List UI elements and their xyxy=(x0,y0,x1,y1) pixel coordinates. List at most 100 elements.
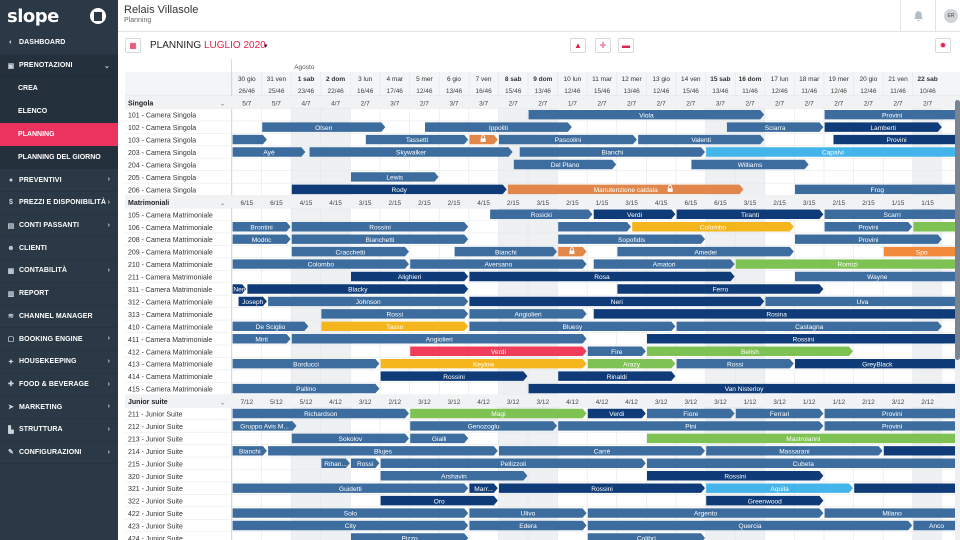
reservation-guest[interactable]: Quercia xyxy=(738,523,761,530)
reservation-bar[interactable] xyxy=(499,134,637,145)
reservation-bar[interactable] xyxy=(291,334,587,344)
reservation-bar[interactable] xyxy=(410,346,587,356)
reservation-guest[interactable]: Verdi xyxy=(609,411,625,418)
reservation-bar[interactable] xyxy=(617,246,794,257)
sidebar-subitem-elenco[interactable]: ELENCO xyxy=(0,100,118,124)
reservation-guest[interactable]: Neri xyxy=(233,287,246,294)
reservation-bar[interactable] xyxy=(528,383,960,394)
reservation-bar[interactable] xyxy=(469,508,587,518)
reservation-bar[interactable] xyxy=(232,358,380,369)
reservation-bar[interactable] xyxy=(587,508,824,518)
reservation-guest[interactable]: Ferro xyxy=(713,287,729,294)
reservation-guest[interactable]: Olsen xyxy=(315,125,333,132)
reservation-bar[interactable] xyxy=(499,446,705,456)
sidebar-item-food-beverage[interactable]: ✚ FOOD & BEVERAGE › xyxy=(0,374,118,397)
reservation-guest[interactable]: Colombo xyxy=(308,262,335,269)
reservation-bar[interactable] xyxy=(883,246,960,257)
reservation-guest[interactable]: Angiolieri xyxy=(514,312,542,319)
reservation-bar[interactable] xyxy=(735,259,960,269)
reservation-guest[interactable]: Argento xyxy=(694,511,717,518)
sidebar-subitem-planning[interactable]: PLANNING xyxy=(0,123,118,147)
reservation-guest[interactable]: Angiolieri xyxy=(426,336,454,343)
reservation-bar[interactable] xyxy=(587,408,646,419)
reservation-bar[interactable] xyxy=(351,533,469,540)
reservation-guest[interactable]: Pallino xyxy=(296,386,316,393)
reservation-bar[interactable] xyxy=(913,222,960,232)
reservation-guest[interactable]: Pini xyxy=(685,424,697,431)
reservation-guest[interactable]: Bianchi xyxy=(495,249,517,256)
reservation-bar[interactable] xyxy=(490,209,593,220)
calendar-picker-button[interactable]: ▦ xyxy=(125,38,141,53)
reservation-guest[interactable]: Keylow xyxy=(473,361,494,368)
reservation-bar[interactable] xyxy=(232,483,469,493)
reservation-bar[interactable] xyxy=(587,346,646,356)
reservation-guest[interactable]: Van Nisterloy xyxy=(725,386,764,393)
reservation-bar[interactable] xyxy=(291,184,507,195)
reservation-guest[interactable]: Rossini xyxy=(724,473,746,480)
reservation-guest[interactable]: Verdi xyxy=(627,212,643,219)
reservation-bar[interactable] xyxy=(232,520,469,531)
reservation-bar[interactable] xyxy=(454,246,557,257)
reservation-guest[interactable]: Rossini xyxy=(591,486,613,493)
reservation-bar[interactable] xyxy=(676,358,794,369)
reservation-guest[interactable]: Alighieri xyxy=(398,274,422,281)
reservation-bar[interactable] xyxy=(513,159,617,170)
reservation-bar[interactable] xyxy=(587,520,913,531)
reservation-guest[interactable]: Manutenzione caldaia xyxy=(594,187,658,194)
reservation-bar[interactable] xyxy=(469,520,587,531)
reservation-bar[interactable] xyxy=(232,408,409,419)
reservation-guest[interactable]: Colibrì xyxy=(637,536,656,540)
reservation-guest[interactable]: Modric xyxy=(252,237,272,244)
reservation-guest[interactable]: Blacky xyxy=(348,287,368,294)
reservation-bar[interactable] xyxy=(824,222,913,232)
reservation-bar[interactable] xyxy=(647,433,960,444)
reservation-bar[interactable] xyxy=(232,259,409,269)
reservation-guest[interactable]: Bianchi xyxy=(239,448,261,455)
reservation-bar[interactable] xyxy=(647,334,960,344)
reservation-bar[interactable] xyxy=(232,446,267,456)
reservation-bar[interactable] xyxy=(632,222,794,232)
reservation-guest[interactable]: Magi xyxy=(491,411,506,418)
reservation-guest[interactable]: Spo xyxy=(916,249,928,256)
reservation-bar[interactable] xyxy=(706,483,853,493)
reservation-bar[interactable] xyxy=(232,222,291,232)
reservation-guest[interactable]: Rossini xyxy=(792,336,814,343)
reservation-guest[interactable]: Johnson xyxy=(356,299,381,306)
sidebar-item-dashboard[interactable]: ◐ DASHBOARD xyxy=(0,32,118,55)
reservation-bar[interactable] xyxy=(706,446,883,456)
reservation-guest[interactable]: Lewis xyxy=(386,175,404,182)
reservation-guest[interactable]: Aquila xyxy=(770,486,789,493)
sidebar-item-contabilit-[interactable]: ▦ CONTABILITÀ › xyxy=(0,260,118,283)
reservation-bar[interactable] xyxy=(824,109,960,120)
reservation-bar[interactable] xyxy=(706,147,960,157)
reservation-guest[interactable]: GreyBlack xyxy=(862,361,893,368)
reservation-bar[interactable] xyxy=(617,284,824,294)
reservation-bar[interactable] xyxy=(676,209,824,220)
reservation-bar[interactable] xyxy=(309,147,513,157)
reservation-guest[interactable]: Arshavin xyxy=(441,473,467,480)
sidebar-item-prenotazioni[interactable]: ▣ PRENOTAZIONI ⌄ xyxy=(0,54,118,78)
reservation-guest[interactable]: Rosicki xyxy=(531,212,553,219)
reservation-guest[interactable]: Anco xyxy=(929,523,944,530)
reservation-guest[interactable]: Colombo xyxy=(700,224,727,231)
reservation-bar[interactable] xyxy=(380,371,528,381)
reservation-bar[interactable] xyxy=(321,458,350,468)
reservation-guest[interactable]: Fiore xyxy=(683,411,698,418)
reservation-bar[interactable] xyxy=(469,271,735,282)
reservation-guest[interactable]: Bianchi xyxy=(602,150,624,157)
reservation-bar[interactable] xyxy=(425,122,572,132)
reservation-bar[interactable] xyxy=(499,483,705,493)
sidebar-item-channel-manager[interactable]: ≋ CHANNEL MANAGER xyxy=(0,306,118,329)
chevron-down-icon[interactable]: ⌄ xyxy=(220,400,225,406)
reservation-guest[interactable]: Gruppo Avis M... xyxy=(240,424,289,431)
reservation-bar[interactable] xyxy=(268,446,498,456)
sidebar-item-prezzi-e-disponibilit-[interactable]: $ PREZZI E DISPONIBILITÀ › xyxy=(0,192,118,215)
reservation-guest[interactable]: Skywalker xyxy=(396,150,427,157)
scrollbar-thumb[interactable] xyxy=(955,100,960,360)
reservation-guest[interactable]: Rossini xyxy=(443,374,465,381)
reservation-guest[interactable]: Del Plano xyxy=(551,162,580,169)
reservation-guest[interactable]: Provini xyxy=(858,237,879,244)
reservation-bar[interactable] xyxy=(351,271,469,282)
reservation-guest[interactable]: Edera xyxy=(519,523,537,530)
sidebar-item-conti-passanti[interactable]: ▤ CONTI PASSANTI › xyxy=(0,215,118,238)
